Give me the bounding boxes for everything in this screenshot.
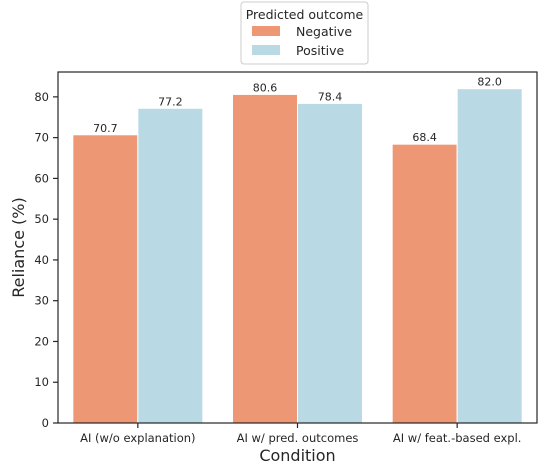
y-tick-label-7: 70 [34,131,49,145]
y-tick-label-1: 10 [34,375,49,389]
bars [72,88,523,424]
data-label-negative-2: 68.4 [412,131,437,144]
bar-positive-2 [456,88,523,424]
x-tick-label-2: AI w/ feat.-based expl. [393,431,522,445]
y-tick-label-8: 80 [34,90,49,104]
legend-swatch-positive [252,45,280,55]
bar-negative-2 [391,143,458,424]
x-tick-label-0: AI (w/o explanation) [80,431,195,445]
y-tick-label-0: 0 [42,416,49,430]
legend-label-negative: Negative [296,24,352,39]
legend-title: Predicted outcome [246,7,364,22]
y-tick-label-5: 50 [34,212,49,226]
bar-negative-1 [232,93,298,424]
y-axis-title: Reliance (%) [9,197,28,298]
x-axis-ticks: AI (w/o explanation) AI w/ pred. outcomes… [80,423,521,445]
data-label-negative-0: 70.7 [93,122,118,135]
legend: Predicted outcome Negative Positive [240,1,369,65]
legend-swatch-negative [252,26,280,36]
x-axis-title: Condition [259,446,335,465]
y-axis-ticks: 0 10 20 30 40 50 60 70 80 [34,90,58,430]
bar-positive-1 [297,102,363,424]
data-label-negative-1: 80.6 [253,81,278,94]
data-label-positive-1: 78.4 [318,90,343,103]
x-tick-label-1: AI w/ pred. outcomes [237,431,359,445]
data-label-positive-2: 82.0 [477,76,502,89]
bar-positive-0 [137,107,204,424]
y-tick-label-4: 40 [34,253,49,267]
legend-label-positive: Positive [296,43,344,58]
y-tick-label-2: 20 [34,334,49,348]
data-labels: 70.7 77.2 80.6 78.4 68.4 82.0 [93,76,502,144]
plot-frame [57,71,538,424]
y-tick-label-6: 60 [34,171,49,185]
data-label-positive-0: 77.2 [158,95,183,108]
y-tick-label-3: 30 [34,294,49,308]
bar-negative-0 [72,134,139,424]
